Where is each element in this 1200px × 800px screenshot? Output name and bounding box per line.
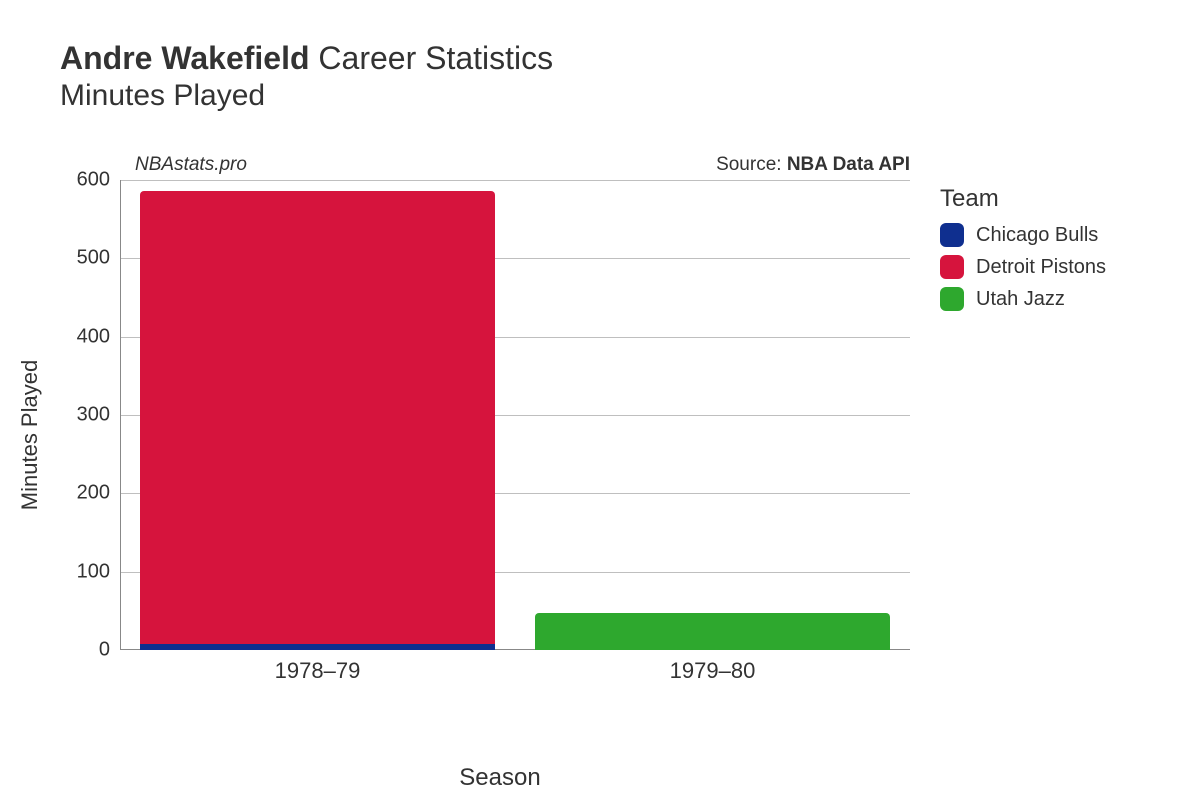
title-suffix: Career Statistics (318, 40, 553, 76)
x-tick-label: 1978–79 (275, 658, 361, 684)
y-tick-label: 500 (77, 247, 110, 270)
y-tick-label: 300 (77, 404, 110, 427)
y-tick-label: 400 (77, 325, 110, 348)
legend-title: Team (940, 185, 1170, 213)
title-line-1: Andre Wakefield Career Statistics (60, 40, 1160, 77)
plot-region: 01002003004005006001978–791979–80 (120, 180, 910, 650)
bar-segment (140, 191, 496, 644)
legend-swatch (940, 255, 964, 279)
y-tick-label: 0 (99, 639, 110, 662)
y-tick-label: 600 (77, 169, 110, 192)
y-axis-label: Minutes Played (17, 360, 43, 510)
bar-segment (535, 613, 891, 650)
source-name: NBA Data API (787, 154, 910, 175)
chart-area: Minutes Played Season NBAstats.pro Sourc… (60, 150, 940, 720)
chart-container: Andre Wakefield Career Statistics Minute… (60, 40, 1160, 119)
x-axis-label: Season (459, 764, 540, 792)
watermark: NBAstats.pro (135, 154, 247, 176)
bar-segment (140, 644, 496, 650)
y-tick-label: 100 (77, 560, 110, 583)
source-attribution: Source: NBA Data API (716, 154, 910, 176)
x-tick-label: 1979–80 (670, 658, 756, 684)
title-block: Andre Wakefield Career Statistics Minute… (60, 40, 1160, 113)
legend-swatch (940, 223, 964, 247)
legend-label: Detroit Pistons (976, 256, 1106, 279)
legend-item: Chicago Bulls (940, 223, 1170, 247)
title-line-2: Minutes Played (60, 79, 1160, 113)
legend-item: Detroit Pistons (940, 255, 1170, 279)
y-tick-label: 200 (77, 482, 110, 505)
legend-label: Utah Jazz (976, 288, 1065, 311)
player-name: Andre Wakefield (60, 40, 310, 76)
legend-label: Chicago Bulls (976, 224, 1098, 247)
legend-item: Utah Jazz (940, 287, 1170, 311)
legend-swatch (940, 287, 964, 311)
source-prefix: Source: (716, 154, 787, 175)
gridline (120, 180, 910, 181)
legend: Team Chicago Bulls Detroit Pistons Utah Ja… (940, 185, 1170, 319)
